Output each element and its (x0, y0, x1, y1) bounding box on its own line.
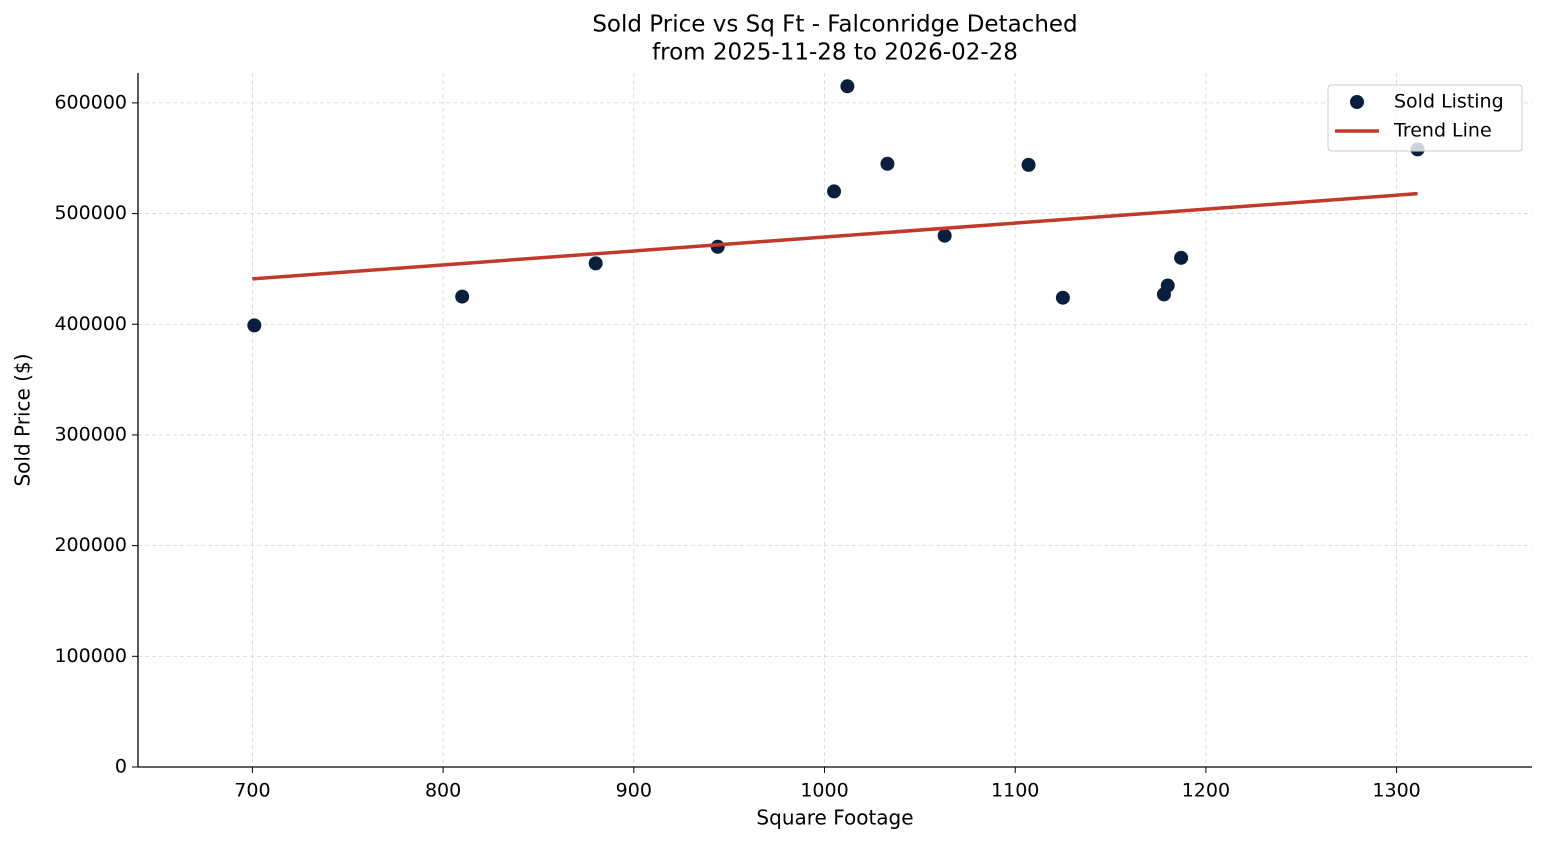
x-tick-label: 1300 (1372, 780, 1420, 802)
x-tick-label: 1100 (991, 780, 1039, 802)
legend-marker (1350, 95, 1364, 109)
y-tick-label: 500000 (54, 202, 127, 224)
point (827, 184, 842, 199)
legend-label: Trend Line (1393, 120, 1492, 142)
y-tick-label: 300000 (54, 423, 127, 445)
legend: Sold Listing Trend Line (1327, 84, 1523, 152)
point (937, 228, 952, 243)
point (1055, 290, 1070, 305)
y-tick-label: 200000 (54, 534, 127, 556)
y-tick-label: 0 (115, 756, 127, 778)
y-tick-label: 100000 (54, 645, 127, 667)
point (588, 256, 603, 271)
grid (138, 73, 1532, 768)
x-tick-label: 700 (234, 780, 270, 802)
point (247, 318, 262, 333)
x-tick-label: 800 (425, 780, 461, 802)
y-axis-label: Sold Price ($) (11, 353, 35, 486)
x-tick-label: 1000 (800, 780, 848, 802)
y-tick-label: 600000 (54, 91, 127, 113)
point (1174, 250, 1189, 265)
point (1021, 157, 1036, 172)
point (840, 79, 855, 94)
point (455, 289, 470, 304)
x-tick-label: 1200 (1182, 780, 1230, 802)
plot-area (247, 79, 1425, 333)
trend-line (252, 191, 1418, 281)
point (880, 156, 895, 171)
chart-subtitle: from 2025-11-28 to 2026-02-28 (652, 40, 1018, 66)
point (1160, 278, 1175, 293)
x-tick-label: 900 (616, 780, 652, 802)
x-axis-label: Square Footage (756, 806, 913, 830)
legend-box (1327, 84, 1523, 152)
chart-title: Sold Price vs Sq Ft - Falconridge Detach… (592, 12, 1077, 38)
legend-label: Sold Listing (1394, 91, 1504, 113)
y-tick-label: 400000 (54, 313, 127, 335)
